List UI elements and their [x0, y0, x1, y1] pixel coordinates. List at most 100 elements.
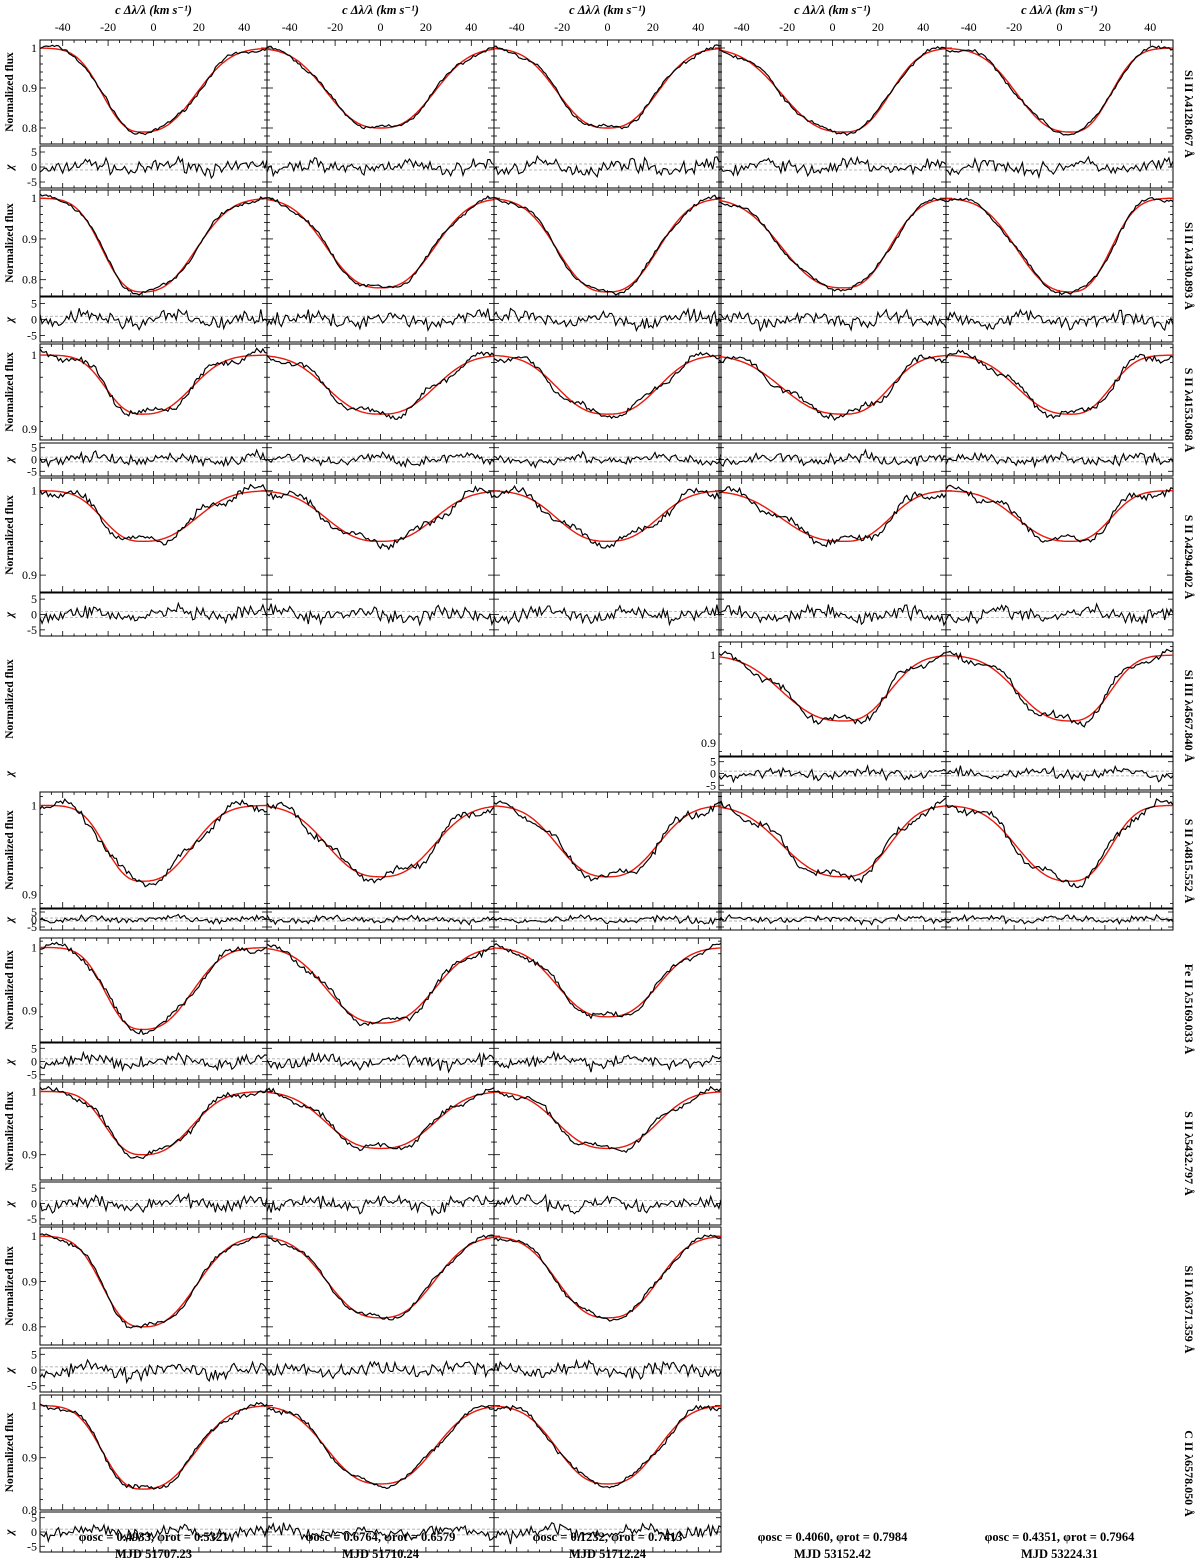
observed-line	[266, 195, 495, 289]
model-line	[266, 947, 495, 1024]
resid-tick-label: -5	[27, 1539, 37, 1553]
observed-line	[493, 44, 722, 130]
residual-line	[493, 1193, 722, 1215]
model-line	[266, 48, 495, 129]
resid-axis-label: χ	[4, 1529, 16, 1537]
panel-0-0	[39, 39, 268, 189]
panel-2-3	[718, 343, 947, 477]
y-tick-label: 0.8	[22, 273, 37, 287]
model-line	[39, 1404, 268, 1490]
model-line	[718, 490, 947, 542]
model-line	[40, 354, 267, 415]
x-tick-label: -40	[734, 20, 750, 34]
observed-line	[39, 44, 268, 136]
y-tick-label: 0.9	[22, 422, 37, 436]
y-tick-label: 0.8	[22, 1320, 37, 1334]
observed-line	[266, 351, 495, 421]
model-line	[945, 197, 1174, 293]
panel-4-4	[945, 641, 1174, 791]
resid-tick-label: 0	[31, 1525, 37, 1539]
line-label: Fe II λ5169.033 Å	[1182, 964, 1196, 1055]
x-tick-label: 0	[151, 20, 157, 34]
resid-tick-label: -5	[706, 778, 716, 792]
line-label: Si II λ6371.359 Å	[1182, 1266, 1196, 1354]
flux-axis-label: Normalized flux	[4, 1412, 16, 1492]
panel-4-3	[718, 641, 947, 791]
x-tick-label: 40	[465, 20, 477, 34]
panel-3-1	[266, 477, 495, 637]
model-line	[266, 805, 495, 878]
residual-line	[718, 913, 947, 926]
x-tick-label: 20	[647, 20, 659, 34]
observed-line	[493, 351, 722, 420]
y-tick-label: 1	[31, 191, 37, 205]
line-label: Si II λ4128.067 Å	[1182, 70, 1196, 158]
resid-axis-label: χ	[4, 1367, 16, 1375]
flux-frame	[266, 1081, 495, 1181]
epoch-phase: φosc = 0.1232, φrot = 0.7413	[533, 1530, 683, 1544]
epoch-mjd: MJD 53152.42	[794, 1547, 871, 1561]
model-line	[946, 354, 1174, 415]
flux-frame	[493, 791, 722, 909]
resid-tick-label: 0	[31, 160, 37, 174]
resid-tick-label: 0	[31, 313, 37, 327]
epoch-phase: φosc = 0.4060, φrot = 0.7984	[758, 1530, 908, 1544]
panel-7-2	[493, 1081, 722, 1226]
x-tick-label: 20	[1099, 20, 1111, 34]
line-label: C II λ6578.050 Å	[1182, 1430, 1196, 1517]
observed-line	[493, 485, 722, 549]
observed-line	[39, 193, 267, 296]
panel-8-1	[266, 1226, 495, 1393]
x-tick-label: -20	[779, 20, 795, 34]
flux-frame	[266, 791, 495, 909]
y-tick-label: 1	[31, 1229, 37, 1243]
observed-line	[39, 483, 268, 546]
resid-tick-label: -5	[27, 623, 37, 637]
resid-tick-label: 5	[710, 755, 716, 769]
y-tick-label: 0.8	[22, 121, 37, 135]
flux-axis-label: Normalized flux	[4, 1091, 16, 1171]
model-line	[945, 804, 1173, 882]
observed-line	[39, 1401, 268, 1490]
resid-frame	[266, 1181, 495, 1226]
residual-line	[266, 450, 495, 469]
observed-line	[718, 797, 947, 884]
resid-tick-label: 5	[31, 592, 37, 606]
observed-line	[945, 45, 1174, 136]
flux-frame	[266, 937, 495, 1043]
resid-frame	[39, 592, 268, 637]
y-tick-label: 1	[31, 1084, 37, 1098]
resid-tick-label: 5	[31, 905, 37, 919]
resid-tick-label: -5	[27, 1379, 37, 1393]
x-tick-label: 0	[830, 20, 836, 34]
epoch-phase: φosc = 0.6764, φrot = 0.6579	[306, 1530, 456, 1544]
resid-axis-label: χ	[4, 611, 16, 619]
x-tick-label: -20	[1006, 20, 1022, 34]
flux-axis-label: Normalized flux	[4, 1246, 16, 1326]
observed-line	[266, 1087, 495, 1152]
y-tick-label: 1	[31, 41, 37, 55]
resid-frame	[718, 145, 947, 189]
panel-3-2	[493, 477, 722, 637]
observed-line	[266, 1234, 495, 1321]
x-tick-label: -40	[55, 20, 71, 34]
observed-line	[39, 798, 268, 888]
resid-tick-label: -5	[27, 920, 37, 934]
residual-line	[39, 1050, 268, 1073]
panel-0-2	[493, 39, 722, 189]
x-tick-label: 20	[420, 20, 432, 34]
resid-tick-label: 5	[31, 1041, 37, 1055]
epoch-mjd: MJD 51710.24	[342, 1547, 420, 1561]
residual-line	[266, 1051, 495, 1074]
flux-frame	[718, 39, 947, 145]
panel-3-3	[718, 477, 947, 637]
model-line	[945, 490, 1173, 542]
observed-line	[39, 941, 268, 1036]
panel-5-1	[266, 791, 495, 931]
epoch-phase: φosc = 0.4351, φrot = 0.7964	[985, 1530, 1135, 1544]
resid-tick-label: 5	[31, 441, 37, 455]
x-tick-label: -40	[961, 20, 977, 34]
residual-line	[493, 154, 722, 179]
observed-line	[493, 800, 722, 882]
